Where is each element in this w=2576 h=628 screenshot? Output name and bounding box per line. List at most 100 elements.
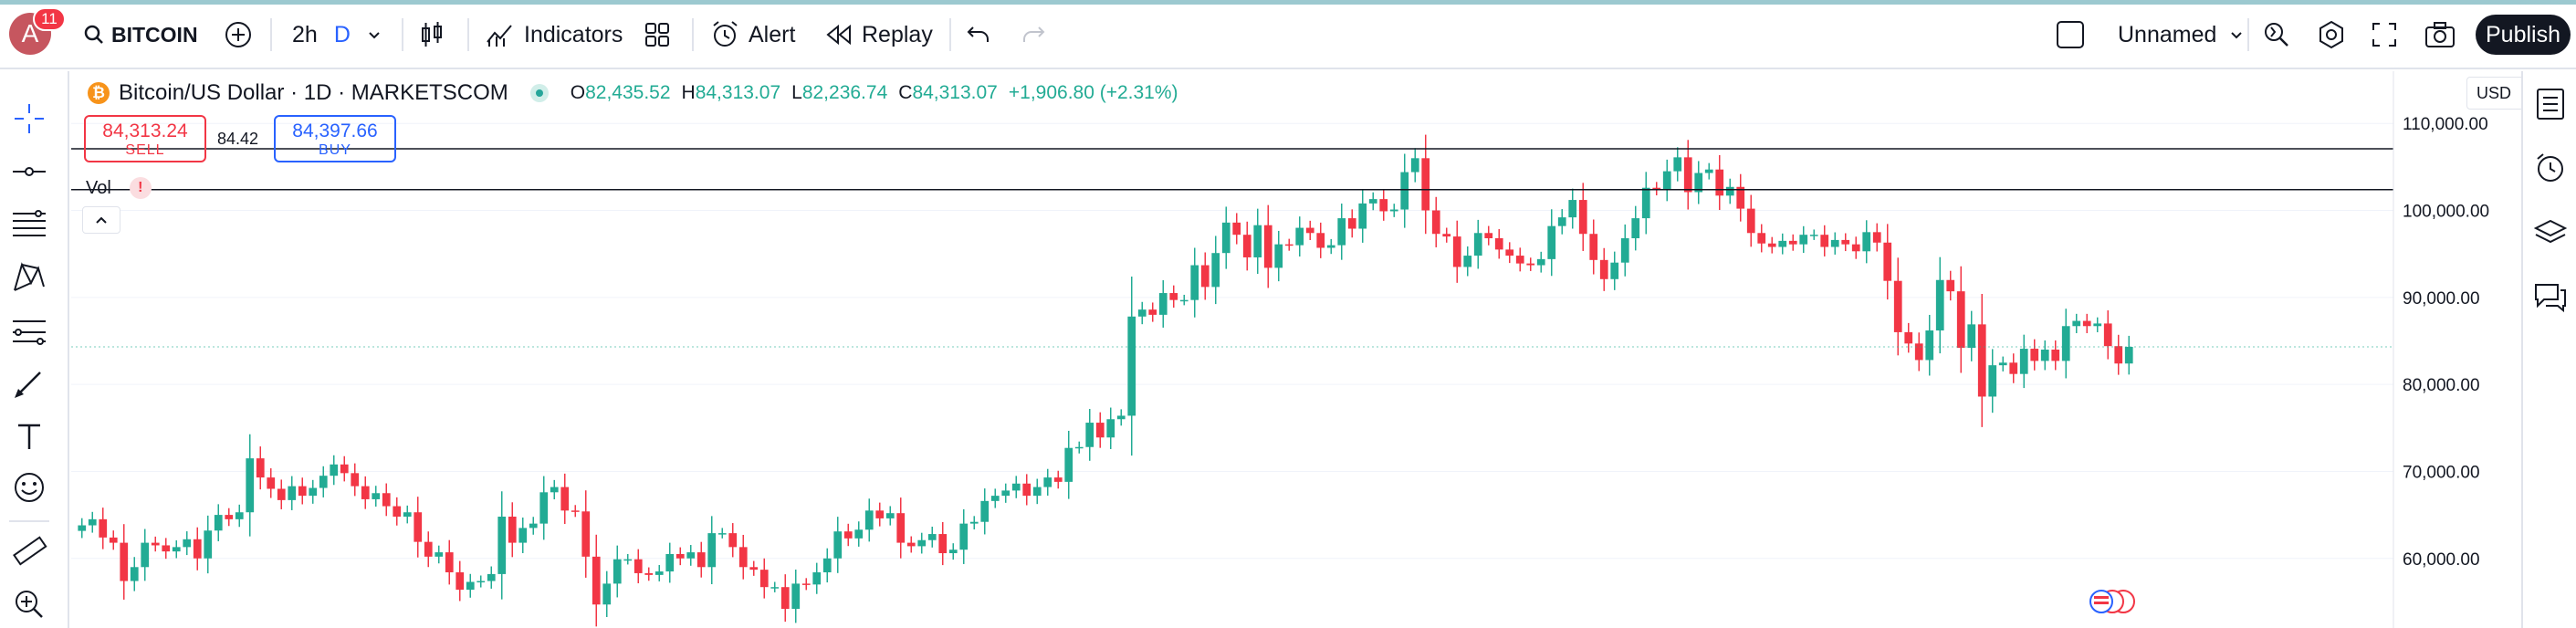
camera-icon <box>2425 22 2455 47</box>
object-tree-button[interactable] <box>2530 214 2571 254</box>
compare-button[interactable] <box>225 16 252 53</box>
candle <box>1148 302 1157 322</box>
warning-icon[interactable]: ! <box>129 177 152 199</box>
prediction-tool[interactable] <box>9 310 49 351</box>
alarm-clock-icon <box>713 21 738 47</box>
toolbar-divider <box>692 18 694 51</box>
spread-value: 84.42 <box>217 130 259 148</box>
alerts-icon <box>2537 153 2563 182</box>
candle <box>1011 476 1021 498</box>
chevron-down-icon <box>2231 32 2243 39</box>
candle <box>1389 204 1398 217</box>
candle <box>256 446 265 490</box>
candle <box>2072 313 2081 333</box>
alerts-button[interactable] <box>2530 148 2571 188</box>
market-status-icon[interactable] <box>529 84 549 102</box>
quick-search-button[interactable] <box>2262 16 2291 53</box>
emoji-tool[interactable] <box>9 467 49 508</box>
candle <box>1200 252 1209 300</box>
candle <box>1830 232 1839 255</box>
redo-button[interactable] <box>1021 16 1046 53</box>
interval-label: 2h <box>292 21 318 47</box>
search-icon <box>84 25 103 44</box>
settings-button[interactable] <box>2317 16 2346 53</box>
candle <box>1305 220 1314 241</box>
candle <box>686 545 696 566</box>
candle <box>1746 194 1755 247</box>
candle <box>1799 225 1808 254</box>
candle <box>948 543 958 560</box>
redo-icon <box>1023 26 1045 42</box>
candle <box>1494 228 1503 259</box>
price-axis[interactable] <box>2393 71 2518 628</box>
candle <box>1085 409 1094 461</box>
candle <box>1851 236 1860 259</box>
sell-label: SELL <box>125 142 165 158</box>
zoom-tool[interactable] <box>9 584 49 624</box>
candle <box>1484 225 1493 246</box>
candle <box>1610 251 1619 290</box>
snapshot-button[interactable] <box>2424 16 2456 53</box>
chart-pane[interactable]: 107,078.99102,381.5384,313.0711:26:13 11… <box>71 71 2576 628</box>
candle <box>1788 234 1797 251</box>
collapse-legend-button[interactable] <box>82 206 120 234</box>
chats-button[interactable] <box>2530 277 2571 318</box>
templates-icon <box>645 23 669 47</box>
fullscreen-button[interactable] <box>2372 16 2397 53</box>
candle <box>1452 220 1461 283</box>
crosshair-tool[interactable] <box>9 99 49 139</box>
candle <box>1463 246 1472 277</box>
candle <box>843 523 853 547</box>
candle <box>1715 154 1724 211</box>
replay-button[interactable]: Replay <box>825 16 933 53</box>
fib-retracement-icon <box>13 210 46 236</box>
candle <box>1578 183 1587 251</box>
candle <box>717 528 727 539</box>
templates-button[interactable] <box>644 16 670 53</box>
interval-button[interactable]: 2h D <box>292 16 382 53</box>
watchlist-button[interactable] <box>2530 84 2571 124</box>
candle <box>938 522 948 566</box>
candle <box>340 455 349 482</box>
chart-type-button[interactable] <box>420 16 444 53</box>
alert-button[interactable]: Alert <box>710 16 795 53</box>
candle <box>634 549 643 584</box>
brush-tool[interactable] <box>9 363 49 403</box>
candle <box>88 511 97 533</box>
candle <box>1169 285 1178 309</box>
quick-search-icon <box>2265 23 2288 47</box>
buy-button[interactable]: 84,397.66 BUY <box>274 115 396 162</box>
symbol-title: Bitcoin/US Dollar · 1D · MARKETSCOM <box>119 80 508 105</box>
candle <box>1872 223 1881 252</box>
candle <box>1379 189 1388 221</box>
candle <box>1662 159 1671 202</box>
candle <box>990 488 1000 508</box>
indicators-button[interactable]: Indicators <box>486 16 623 53</box>
layout-button[interactable]: Unnamed <box>2056 16 2244 53</box>
measure-tool[interactable] <box>9 531 49 571</box>
candle <box>382 483 391 517</box>
trend-line-tool[interactable] <box>9 152 49 192</box>
volume-legend[interactable]: Vol ! <box>86 177 152 199</box>
low-value: 82,236.74 <box>801 82 888 103</box>
crosshair-icon <box>15 104 44 133</box>
candle <box>487 566 496 589</box>
price-chart[interactable]: 107,078.99102,381.5384,313.0711:26:13 11… <box>71 71 2518 628</box>
sell-button[interactable]: 84,313.24 SELL <box>84 115 206 162</box>
candle <box>969 516 979 530</box>
pattern-tool[interactable] <box>9 257 49 298</box>
candle <box>1620 224 1629 277</box>
text-tool[interactable] <box>9 416 49 456</box>
fib-retracement-tool[interactable] <box>9 204 49 245</box>
candle <box>1431 196 1440 247</box>
publish-button[interactable]: Publish <box>2476 15 2571 55</box>
candle <box>120 524 129 600</box>
undo-button[interactable] <box>966 16 991 53</box>
candle <box>1074 441 1084 454</box>
candle <box>1757 224 1766 253</box>
candle <box>2019 334 2028 389</box>
symbol-search-button[interactable]: BITCOIN <box>84 16 198 53</box>
candle <box>1368 192 1377 211</box>
economic-event-icon[interactable] <box>2089 590 2135 613</box>
